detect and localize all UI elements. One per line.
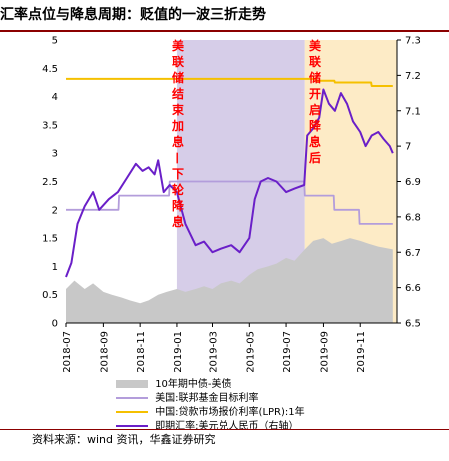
right-tick-label: 6.8: [405, 212, 421, 223]
annotation-char: 轮: [172, 182, 185, 197]
left-tick-label: 3: [52, 149, 58, 160]
annotation-char: 美: [172, 38, 185, 53]
legend-entry-fx: 即期汇率:美元兑人民币（右轴）: [116, 417, 299, 432]
annotation-char: 束: [171, 102, 185, 117]
left-tick-label: 1.5: [42, 234, 58, 245]
left-tick-label: 2: [52, 205, 58, 216]
left-tick-label: 5: [52, 36, 58, 47]
annotation-char: 下: [172, 167, 184, 181]
legend-label-bond: 10年期中债-美债: [155, 379, 232, 390]
x-tick-label: 2019-07: [282, 331, 293, 373]
left-tick-label: 0.5: [42, 290, 58, 301]
annotation-char: 储: [309, 70, 321, 85]
x-tick-label: 2019-01: [173, 331, 184, 373]
legend-swatch-fed: [116, 397, 148, 399]
annotation-char: 储: [172, 70, 184, 85]
annotation-char: 降: [172, 198, 185, 213]
series-lpr-line: [66, 77, 393, 87]
right-tick-label: 7.1: [405, 106, 421, 117]
series-fx-line: [65, 88, 394, 278]
x-tick-label: 2018-07: [62, 331, 73, 373]
annotation-char: —: [171, 152, 185, 164]
x-tick-label: 2019-11: [356, 331, 367, 373]
right-tick-label: 6.7: [405, 248, 421, 259]
right-tick-label: 7: [405, 142, 411, 153]
right-tick-label: 6.9: [405, 177, 421, 188]
chart: 0 0.5 1 1.5 2 2.5 3 3.5 4 4.5 5 6.5 6.6 6.7 6.8 6.9 7 7.1…: [42, 36, 421, 373]
annotation-char: 联: [309, 55, 321, 69]
right-tick-label: 7.3: [405, 36, 421, 47]
legend-label-fed: 美国:联邦基金目标利率: [155, 393, 259, 404]
annotation-char: 后: [309, 150, 321, 165]
annotation-char: 结: [172, 86, 184, 101]
annotation-char: 联: [172, 55, 184, 69]
series-fed-rate-line: [66, 180, 393, 225]
annotation-char: 美: [309, 38, 322, 53]
x-tick-label: 2018-11: [136, 331, 147, 373]
left-tick-label: 4: [52, 92, 58, 103]
legend-entry-bond-spread: 10年期中债-美债: [116, 375, 232, 390]
right-tick-label: 7.2: [405, 71, 421, 82]
legend-label-fx: 即期汇率:美元兑人民币（右轴）: [155, 421, 299, 432]
annotation-char: 息: [172, 134, 184, 149]
legend-swatch-lpr: [116, 411, 148, 413]
left-tick-label: 3.5: [42, 120, 58, 131]
x-tick-label: 2019-05: [245, 331, 256, 373]
annotation-char: 降: [309, 118, 322, 133]
source-note: 资料来源：wind 资讯，华鑫证券研究: [32, 433, 216, 446]
left-tick-label: 0: [52, 319, 58, 330]
legend-swatch-bond: [116, 380, 148, 388]
annotation-char: 启: [309, 102, 321, 117]
annotation-char: 息: [309, 134, 321, 149]
series-bond-spread-area: [66, 238, 393, 323]
x-tick-label: 2019-09: [319, 331, 330, 373]
right-tick-label: 6.6: [405, 283, 421, 294]
legend-label-lpr: 中国:贷款市场报价利率(LPR):1年: [155, 407, 305, 418]
x-tick-label: 2019-03: [209, 331, 220, 373]
legend-swatch-fx: [116, 425, 148, 427]
annotation-char: 息: [172, 214, 184, 229]
left-tick-label: 2.5: [42, 177, 58, 188]
annotation-char: 加: [171, 118, 184, 133]
left-tick-label: 4.5: [42, 64, 58, 75]
x-tick-label: 2018-09: [99, 331, 110, 373]
left-tick-label: 1: [52, 262, 58, 273]
source-rule: [0, 429, 449, 430]
page-title: 汇率点位与降息周期：贬值的一波三折走势: [0, 7, 266, 23]
annotation-char: 开: [309, 87, 321, 101]
legend-entry-lpr: 中国:贷款市场报价利率(LPR):1年: [116, 403, 305, 418]
title-rule: [0, 30, 449, 32]
right-tick-label: 6.5: [405, 319, 421, 330]
legend-entry-fed-rate: 美国:联邦基金目标利率: [116, 389, 259, 404]
